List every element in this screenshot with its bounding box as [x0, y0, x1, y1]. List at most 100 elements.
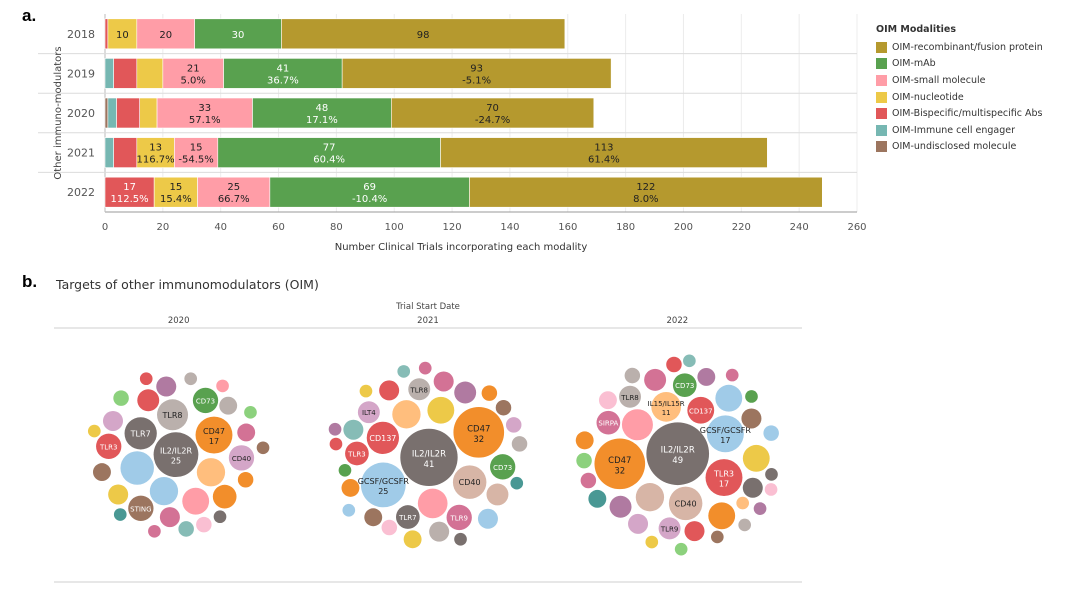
data-label: 113	[594, 143, 613, 154]
legend-item: OIM-Immune cell engager	[876, 122, 1076, 139]
bubble	[736, 496, 750, 510]
bubble-label: CD47	[203, 427, 225, 436]
data-label: 98	[417, 30, 430, 41]
bubble	[683, 354, 696, 368]
bubble	[381, 519, 398, 536]
bar-segment	[136, 18, 195, 50]
bar-segment	[113, 137, 138, 168]
bubble-label: GCSF/GCSFR	[700, 426, 752, 435]
x-tick-label: 20	[156, 222, 169, 233]
bubble	[705, 459, 743, 497]
data-label-change: 57.1%	[189, 115, 221, 126]
bubble	[495, 399, 512, 416]
bubble	[156, 376, 177, 397]
bubble-label: IL2/IL2R	[412, 449, 446, 459]
bubble	[645, 535, 659, 549]
bubble	[635, 483, 665, 512]
data-label-change: 15.4%	[160, 194, 192, 205]
bubble	[417, 488, 448, 519]
bar-segment	[136, 137, 175, 168]
x-tick-label: 140	[500, 222, 519, 233]
bubble	[588, 489, 607, 508]
data-label-change: -10.4%	[352, 194, 387, 205]
bar-segment	[469, 176, 823, 208]
bar-segment	[104, 18, 109, 50]
bubble	[672, 373, 697, 398]
y-tick-label: 2021	[67, 147, 95, 160]
bubble	[113, 390, 129, 406]
legend-label: OIM-Bispecific/multispecific Abs	[892, 108, 1043, 120]
bubble	[741, 408, 762, 429]
bubble	[392, 400, 421, 429]
bar-segment	[136, 58, 164, 89]
bubble	[446, 504, 472, 531]
bubble	[697, 367, 716, 386]
bubble-label: IL2/IL2R	[160, 447, 193, 456]
bubble-value: 11	[662, 409, 671, 417]
x-tick-label: 40	[214, 222, 227, 233]
bubble	[580, 472, 597, 489]
x-tick-label: 160	[558, 222, 577, 233]
bubble	[228, 445, 255, 471]
bubble	[397, 365, 411, 378]
bubble	[651, 391, 682, 422]
bubble-label: TLR8	[620, 394, 639, 402]
bubble-label: TLR7	[130, 429, 151, 438]
bubble-label: CD40	[232, 455, 251, 463]
bubble	[237, 423, 256, 442]
bubble-label: TLR9	[449, 514, 468, 522]
bubble	[359, 384, 373, 398]
bubble-label: SIRPA	[598, 420, 618, 428]
bubble-value: 17	[720, 436, 730, 445]
bubble-group: IL2/IL2R41CD4732GCSF/GCSFR25CD40CD137TLR…	[328, 361, 528, 549]
bubble	[481, 385, 498, 401]
bubble-label: CD137	[689, 407, 713, 415]
bubble-label: CD73	[675, 382, 694, 390]
data-label-change: 60.4%	[313, 155, 345, 166]
bubble	[646, 422, 710, 486]
bubble	[706, 415, 744, 453]
stacked-bar-chart: 0 20 40 60 80 100 120 140 160 180 200 220 240 260 Numb…	[38, 14, 867, 253]
y-tick-label: 2020	[67, 107, 95, 120]
bar-segment	[113, 58, 138, 89]
bubble	[148, 524, 161, 538]
data-label: 21	[187, 63, 200, 74]
bar-segment	[440, 137, 768, 168]
bubble	[658, 517, 681, 540]
bar-segment	[197, 176, 271, 208]
bubble-label: TLR9	[660, 525, 679, 533]
bubble-value: 32	[473, 435, 484, 445]
data-label: 77	[323, 143, 336, 154]
bubble	[182, 487, 210, 515]
bubble	[668, 486, 703, 521]
y-tick-label: 2019	[67, 67, 95, 80]
bubble-label: ILT4	[362, 409, 376, 417]
bubble	[192, 387, 219, 414]
data-label-change: 17.1%	[306, 115, 338, 126]
data-label: 13	[149, 143, 162, 154]
bar-segment	[252, 97, 392, 129]
data-label: 122	[636, 182, 655, 193]
x-tick-label: 240	[790, 222, 809, 233]
bubble	[364, 508, 383, 527]
bubble	[511, 436, 528, 452]
legend-label: OIM-Immune cell engager	[892, 124, 1015, 136]
data-label: 20	[159, 30, 172, 41]
bubble	[328, 422, 342, 436]
bubble	[338, 463, 352, 477]
data-label-change: 5.0%	[181, 75, 206, 86]
bubble	[619, 385, 641, 408]
bubble	[575, 431, 594, 450]
bubble-label: CD47	[608, 456, 631, 466]
bubble-label: TLR3	[713, 470, 734, 479]
bubble	[219, 396, 238, 415]
panel-b-label: b.	[22, 272, 38, 291]
bubble-value: 49	[672, 456, 683, 466]
legend: OIM Modalities OIM-recombinant/fusion pr…	[876, 24, 1076, 155]
bubble-label: STING	[130, 505, 151, 513]
bubble	[196, 458, 226, 487]
group-label: 2020	[168, 316, 190, 326]
bubble	[763, 425, 779, 441]
bubble	[454, 381, 477, 404]
